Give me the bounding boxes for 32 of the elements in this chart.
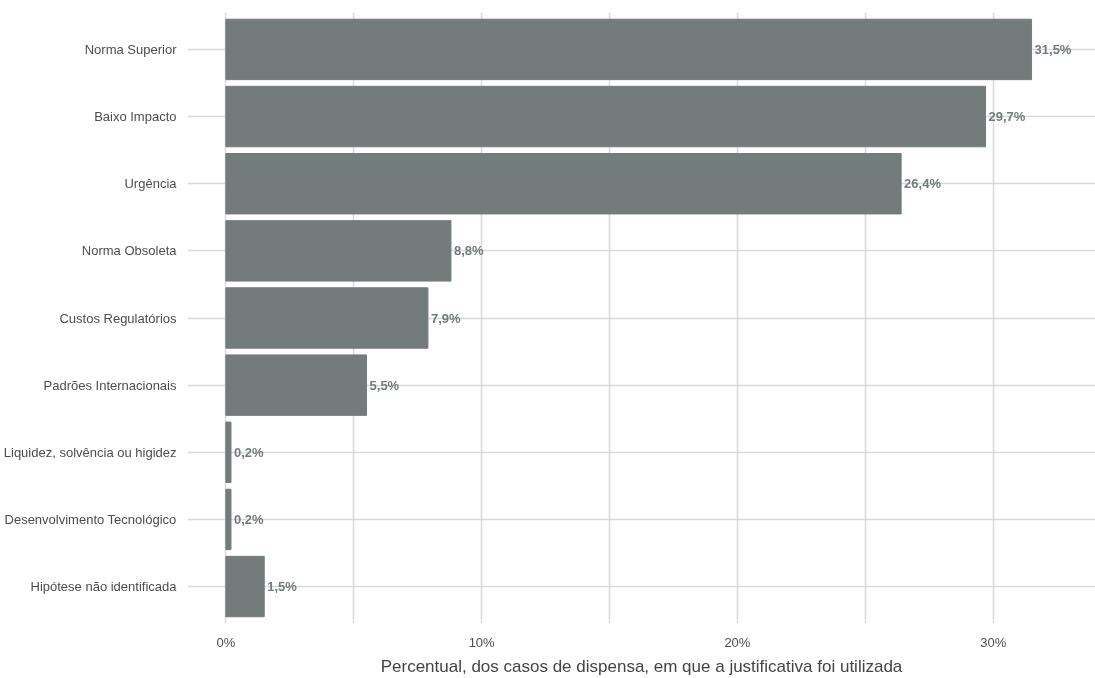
bar xyxy=(225,153,902,215)
data-label: 7,9% xyxy=(430,310,461,326)
data-label: 8,8% xyxy=(453,243,485,259)
x-tick-label: 20% xyxy=(724,634,751,650)
x-tick-label: 0% xyxy=(216,634,236,650)
x-tick-label: 10% xyxy=(468,634,496,650)
bar xyxy=(225,488,232,551)
data-label: 1,5% xyxy=(267,579,298,595)
x-tick-label: 30% xyxy=(980,634,1007,650)
bar xyxy=(225,18,1033,81)
bar xyxy=(225,220,452,282)
y-tick-label: Liquidez, solvência ou higidez xyxy=(3,444,177,460)
y-tick-label: Norma Obsoleta xyxy=(81,243,178,259)
data-label: 0,2% xyxy=(233,444,265,460)
bar xyxy=(225,555,265,618)
data-label: 26,4% xyxy=(904,176,942,192)
data-label: 0,2% xyxy=(233,511,265,527)
y-tick-label: Norma Superior xyxy=(84,41,178,57)
y-tick-label: Baixo Impacto xyxy=(94,109,177,125)
y-tick-label: Padrões Internacionais xyxy=(43,377,177,393)
y-tick-label: Desenvolvimento Tecnológico xyxy=(4,511,177,527)
bar xyxy=(225,287,429,349)
data-label: 5,5% xyxy=(369,377,400,393)
data-label: 31,5% xyxy=(1034,41,1072,57)
bar xyxy=(225,354,368,416)
y-tick-label: Custos Regulatórios xyxy=(59,310,177,326)
data-label: 29,7% xyxy=(988,109,1026,125)
x-axis-title: Percentual, dos casos de dispensa, em que a justificativa foi utilizada xyxy=(380,656,903,676)
bar xyxy=(225,421,232,483)
bar xyxy=(225,85,987,148)
y-tick-label: Urgência xyxy=(124,176,178,192)
y-tick-label: Hipótese não identificada xyxy=(30,579,178,595)
